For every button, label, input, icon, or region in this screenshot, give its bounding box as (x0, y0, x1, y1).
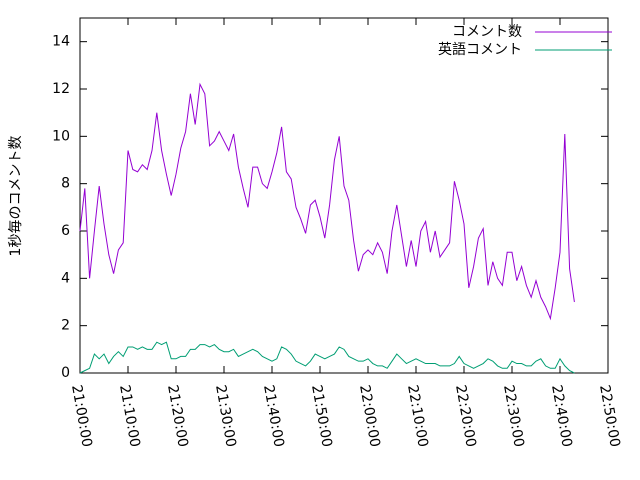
series-line (79, 82, 575, 321)
x-tick-label: 21:00:00 (68, 384, 95, 449)
y-tick-label: 14 (52, 34, 70, 50)
x-tick-label: 22:30:00 (500, 384, 527, 449)
x-tick-label: 22:50:00 (596, 384, 623, 449)
y-tick-label: 8 (61, 176, 70, 192)
series-line (79, 341, 575, 374)
y-tick-label: 12 (52, 81, 70, 97)
y-tick-label: 0 (61, 365, 70, 381)
x-tick-label: 22:10:00 (404, 384, 431, 449)
x-tick-label: 22:40:00 (548, 384, 575, 449)
x-tick-label: 21:20:00 (164, 384, 191, 449)
x-tick-label: 21:50:00 (308, 384, 335, 449)
x-tick-label: 21:30:00 (212, 384, 239, 449)
y-tick-label: 4 (61, 270, 70, 286)
x-tick-label: 21:40:00 (260, 384, 287, 449)
y-tick-label: 6 (61, 223, 70, 239)
x-tick-label: 22:00:00 (356, 384, 383, 449)
y-tick-label: 2 (61, 318, 70, 334)
x-tick-label: 21:10:00 (116, 384, 143, 449)
x-tick-label: 22:20:00 (452, 384, 479, 449)
plot-border (79, 17, 609, 374)
legend-label: コメント数 (452, 24, 522, 40)
y-tick-label: 10 (52, 128, 70, 144)
legend-label: 英語コメント (438, 41, 522, 58)
y-axis-label: 1秒毎のコメント数 (8, 136, 24, 257)
